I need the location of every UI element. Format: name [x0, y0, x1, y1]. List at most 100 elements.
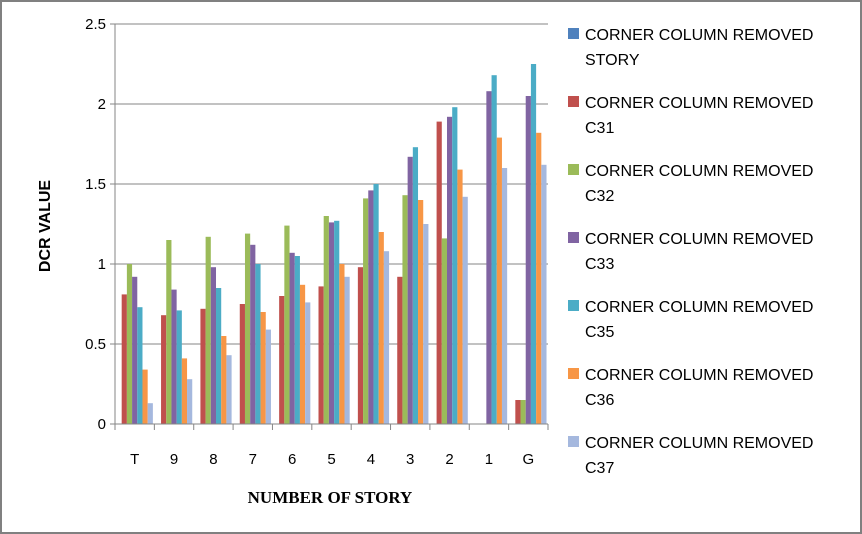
bar: [525, 96, 531, 424]
bar: [452, 107, 458, 424]
bar: [205, 236, 211, 424]
bar: [344, 276, 350, 424]
legend-swatch: [568, 28, 579, 39]
legend-swatch: [568, 300, 579, 311]
bar: [334, 220, 340, 424]
axes: 0 0.5 1 1.5 2 2.5 T 9 8 7 6 5 4 3 2 1 G: [85, 16, 549, 468]
x-tick-label: 8: [209, 451, 217, 468]
bar: [397, 276, 403, 424]
y-tick-label: 2: [98, 96, 106, 113]
bar: [530, 64, 537, 424]
bar: [486, 91, 492, 424]
bar: [255, 264, 261, 424]
x-tick-label: 4: [367, 451, 375, 468]
x-tick-label: 5: [327, 451, 335, 468]
bar: [363, 198, 369, 424]
bar: [147, 403, 153, 424]
x-tick-label: G: [522, 451, 534, 468]
bar: [418, 200, 424, 424]
bar: [536, 132, 542, 425]
bar: [441, 238, 447, 424]
bar: [383, 251, 390, 424]
bar: [496, 137, 502, 424]
bar: [328, 222, 335, 424]
x-axis-label: NUMBER OF STORY: [248, 488, 413, 507]
bar: [491, 75, 497, 424]
bar: [250, 244, 256, 424]
legend-label-line2: STORY: [585, 52, 640, 69]
bar: [176, 310, 182, 424]
x-tick-label: 2: [445, 451, 453, 468]
bar: [244, 233, 251, 424]
bar: [323, 216, 329, 424]
legend-label-line2: C35: [585, 324, 614, 341]
bar: [541, 164, 547, 425]
legend-label-line1: CORNER COLUMN REMOVED: [585, 27, 813, 44]
bar: [239, 304, 245, 424]
bar: [216, 288, 222, 424]
bar: [407, 156, 413, 425]
bar: [284, 225, 290, 424]
bar: [121, 294, 127, 424]
x-tick-label: 1: [485, 451, 493, 468]
y-tick-label: 1: [98, 256, 106, 273]
bar: [279, 296, 285, 424]
legend-label-line2: C36: [585, 392, 614, 409]
bars: [121, 64, 547, 425]
bar: [161, 315, 167, 424]
bar: [318, 286, 324, 424]
legend-swatch: [568, 96, 579, 107]
legend-label-line1: CORNER COLUMN REMOVED: [585, 231, 813, 248]
bar: [187, 379, 193, 424]
y-tick-label: 2.5: [85, 16, 106, 33]
y-tick-label: 1.5: [85, 176, 106, 193]
x-tick-label: 3: [406, 451, 414, 468]
bar: [221, 336, 227, 424]
bar: [166, 240, 172, 424]
bar: [462, 196, 468, 424]
bar: [265, 329, 271, 424]
bar: [126, 264, 133, 424]
legend-label-line2: C37: [585, 460, 614, 477]
legend-swatch: [568, 436, 579, 447]
bar: [520, 400, 526, 424]
bar: [446, 116, 453, 425]
legend-swatch: [568, 368, 579, 379]
gridlines: [115, 23, 548, 345]
bar: [412, 147, 419, 424]
bar: [171, 289, 177, 424]
bar: [289, 252, 295, 424]
bar: [137, 307, 143, 424]
legend-label-line1: CORNER COLUMN REMOVED: [585, 367, 813, 384]
legend-label-line1: CORNER COLUMN REMOVED: [585, 299, 813, 316]
bar: [299, 284, 306, 424]
bar: [132, 276, 138, 424]
x-tick-label: 6: [288, 451, 296, 468]
bar: [436, 121, 442, 424]
bar: [378, 232, 384, 424]
bar: [226, 355, 232, 424]
bar: [200, 308, 206, 424]
legend-label-line1: CORNER COLUMN REMOVED: [585, 435, 813, 452]
bar: [357, 267, 364, 424]
legend-swatch: [568, 232, 579, 243]
bar: [294, 256, 300, 424]
legend-label-line1: CORNER COLUMN REMOVED: [585, 163, 813, 180]
y-tick-label: 0.5: [85, 336, 106, 353]
bar: [368, 190, 374, 424]
bar: [501, 168, 508, 424]
bar: [423, 224, 429, 424]
bar: [373, 184, 379, 424]
bar: [305, 302, 311, 424]
y-axis-label: DCR VALUE: [37, 180, 54, 272]
bar: [260, 312, 266, 424]
bar: [457, 169, 463, 424]
legend-label-line2: C33: [585, 256, 614, 273]
x-tick-label: 9: [170, 451, 178, 468]
bar: [181, 358, 188, 424]
bar: [210, 267, 217, 424]
legend-label-line1: CORNER COLUMN REMOVED: [585, 95, 813, 112]
legend-label-line2: C32: [585, 188, 614, 205]
x-tick-label: T: [130, 451, 139, 468]
